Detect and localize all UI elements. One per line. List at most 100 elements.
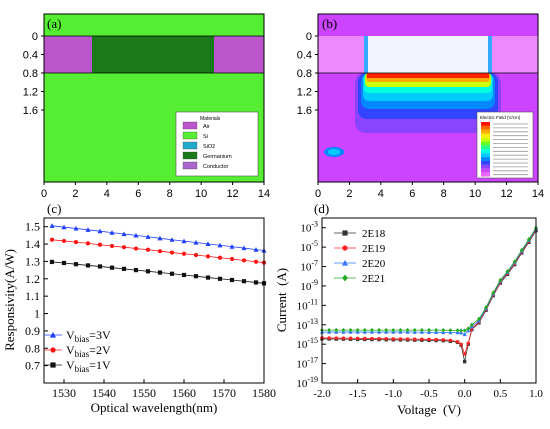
panel-c-data-point	[85, 241, 91, 246]
panel-a-legend-items: Air Si SiO2 Germanium Conductor	[182, 121, 232, 170]
panel-c-data-point	[85, 227, 91, 232]
panel-c-legend-value: =1V	[89, 358, 111, 372]
panel-d-y-tick-base: 10	[296, 378, 308, 390]
panel-c-x-tick-label: 1530	[52, 386, 76, 400]
panel-b-colorbar-swatch	[481, 125, 490, 130]
panel-c-legend-v: V	[66, 328, 75, 342]
panel-d-data-point	[413, 337, 417, 341]
panel-c-legend-value: =2V	[89, 343, 111, 357]
panel-d-data-point	[505, 269, 510, 274]
panel-b: (b) 0 2 4 6 8 10 12 14 0 0.4 0.8 1.2 1.6 Electric F…	[297, 13, 544, 200]
panel-d-y-tick-exponent: -13	[307, 317, 318, 326]
panel-d-data-point	[384, 327, 389, 333]
panel-d-y-tick-base: 10	[300, 242, 312, 254]
panel-b-x-tick-label: 12	[500, 188, 512, 200]
panel-a-x-tick-label: 10	[195, 188, 207, 200]
panel-d-data-point	[391, 337, 396, 341]
panel-d-legend-label: 2E20	[362, 258, 386, 270]
panel-d-data-point	[398, 327, 403, 333]
panel-d-data-point	[327, 327, 332, 333]
panel-c-data-point	[49, 223, 55, 228]
panel-c-data-point	[193, 274, 199, 279]
panel-a-x-tick-label: 12	[226, 188, 238, 200]
panel-d-data-point	[355, 336, 360, 341]
panel-d-x-tick-label: 0.0	[458, 388, 472, 400]
panel-d-data-point	[327, 336, 331, 340]
panel-d-plot: -2.0 -1.5 -1.0 -0.5 0.0 0.5 1.010-1910-1710-15…	[296, 220, 543, 400]
panel-b-y-tick-label: 1.2	[297, 87, 312, 99]
panel-d-data-point	[434, 327, 439, 333]
panel-c-x-axis-title: Optical wavelength(nm)	[91, 400, 218, 415]
panel-b-colorbar	[481, 122, 528, 177]
panel-d-legend-label: 2E21	[362, 273, 385, 285]
panel-c-legend-subscript: bias	[75, 364, 90, 374]
panel-d-data-point	[377, 336, 381, 341]
panel-c-data-point	[73, 240, 79, 245]
panel-c-legend-subscript: bias	[75, 349, 90, 359]
panel-d-x-tick-label: -1.5	[349, 388, 367, 400]
panel-d-data-point	[498, 277, 503, 283]
panel-b-colorbar-swatch	[481, 164, 490, 169]
panel-d-data-point	[448, 338, 453, 342]
panel-a-x-tick-label: 14	[258, 188, 270, 200]
panel-c-data-point	[181, 251, 187, 256]
panel-d-data-point	[427, 327, 431, 333]
panel-c-data-point	[241, 279, 247, 284]
panel-b-left-edge-field	[364, 36, 368, 73]
panel-c-data-point	[169, 237, 175, 242]
panel-c-data-point	[181, 272, 187, 278]
panel-c-legend-value: =3V	[89, 328, 111, 342]
panel-d-y-tick-base: 10	[300, 262, 312, 274]
panel-b-label: (b)	[322, 16, 337, 31]
panel-c-legend-label: Vbias=3V	[66, 328, 111, 344]
panel-d-data-point	[466, 341, 470, 345]
panel-d-y-tick-exponent: -5	[311, 239, 318, 248]
panel-d-x-tick-label: -1.0	[385, 388, 403, 400]
panel-c-data-point	[157, 249, 163, 254]
panel-d-y-tick-exponent: -11	[308, 297, 318, 306]
panel-d-y-tick-label: 10-15	[296, 336, 318, 351]
panel-d-x-tick-label: 0.5	[493, 388, 507, 400]
panel-d-legend-marker	[342, 230, 348, 236]
panel-c-data-point	[241, 258, 247, 263]
panel-a-legend-item-label: Si	[203, 134, 208, 140]
panel-d-data-point	[391, 327, 396, 333]
panel-c-x-tick-label: 1560	[172, 386, 196, 400]
panel-c-y-axis-title: Responsivity(A/W)	[2, 249, 17, 351]
panel-c-data-point	[253, 247, 259, 252]
panel-a-conductor-right	[214, 36, 264, 73]
panel-c-data-point	[217, 276, 223, 281]
panel-a-y-tick-label: 1.2	[23, 87, 38, 99]
panel-d-y-tick-label: 10-13	[296, 317, 318, 332]
panel-c-data-point	[97, 228, 103, 234]
panel-d-data-point	[334, 336, 338, 340]
panel-c-legend-marker	[49, 331, 57, 338]
panel-d-y-tick-exponent: -17	[307, 356, 318, 365]
panel-d-legend-label: 2E19	[362, 243, 386, 255]
panel-a-x-tick-label: 2	[72, 188, 78, 200]
panel-c-data-point	[157, 270, 163, 275]
panel-d-y-tick-label: 10-17	[296, 356, 318, 371]
panel-d-data-point	[370, 327, 374, 333]
panel-d-data-point	[355, 327, 360, 333]
panel-c-x-tick-label: 1580	[252, 386, 276, 400]
panel-c-data-point	[229, 244, 235, 249]
panel-d-legend-marker	[341, 259, 349, 266]
panel-a-y-tick-label: 0	[32, 31, 38, 43]
panel-b-colorbar-swatch	[481, 172, 490, 177]
panel-d-data-point	[348, 336, 353, 340]
panel-a-legend-swatch	[182, 161, 198, 170]
panel-d-data-point	[384, 337, 388, 341]
panel-a-legend-item-label: Air	[203, 124, 210, 130]
panel-b-colorbar-swatch	[481, 168, 490, 173]
panel-a-legend: Materials Air Si SiO2 Germanium Conductor	[175, 111, 259, 177]
panel-d-data-point	[363, 336, 367, 341]
panel-b-colorbar-swatch	[481, 161, 490, 165]
panel-b-y-axis: 0 0.4 0.8 1.2 1.6	[297, 31, 318, 117]
panel-c-data-point	[145, 247, 151, 252]
panel-b-germanium-field	[366, 36, 490, 73]
panel-b-colorbar-swatch	[481, 157, 490, 161]
panel-b-colorbar-swatch	[481, 145, 490, 150]
